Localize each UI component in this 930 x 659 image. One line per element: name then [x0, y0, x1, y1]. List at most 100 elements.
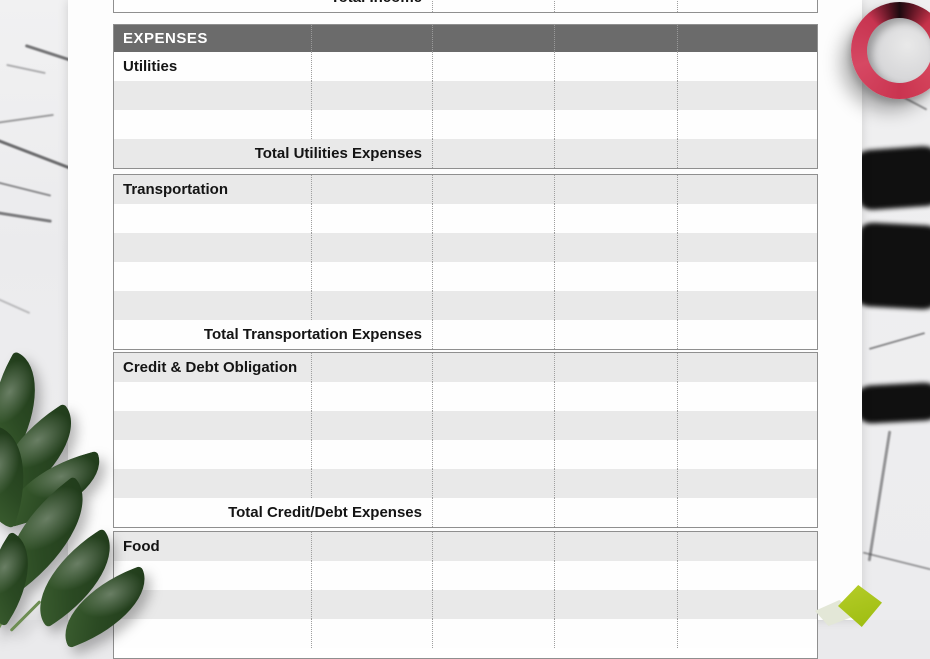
income-total-row: Total Income — [113, 0, 818, 13]
marble-vein — [0, 291, 31, 315]
input-cell — [311, 110, 432, 139]
input-cell — [554, 440, 677, 469]
input-cell — [311, 52, 432, 81]
input-cell — [432, 175, 554, 204]
input-cell — [432, 590, 554, 619]
input-cell — [311, 469, 432, 498]
input-cell — [554, 382, 677, 411]
input-cell — [554, 262, 677, 291]
marble-right-strip — [862, 0, 930, 620]
header-cell — [311, 25, 432, 52]
input-cell — [432, 320, 554, 349]
empty-row — [114, 81, 817, 110]
input-cell — [311, 561, 432, 590]
category-row: Utilities — [114, 52, 817, 81]
input-cell — [554, 0, 677, 12]
input-cell — [677, 52, 817, 81]
input-cell — [554, 233, 677, 262]
marble-vein — [0, 136, 68, 171]
input-cell — [311, 440, 432, 469]
input-cell — [554, 110, 677, 139]
input-cell — [677, 204, 817, 233]
input-cell — [677, 320, 817, 349]
plant-leaves — [0, 350, 250, 649]
marble-vein — [0, 113, 54, 125]
input-cell — [311, 233, 432, 262]
section-total-label: Total Credit/Debt Expenses — [228, 504, 422, 521]
marble-vein — [862, 551, 930, 571]
input-cell — [677, 590, 817, 619]
input-cell — [432, 353, 554, 382]
input-cell — [432, 110, 554, 139]
input-cell — [554, 561, 677, 590]
input-cell — [554, 81, 677, 110]
input-cell — [432, 561, 554, 590]
header-cell — [554, 25, 677, 52]
input-cell — [677, 233, 817, 262]
input-cell — [432, 81, 554, 110]
input-cell — [432, 204, 554, 233]
input-cell — [677, 469, 817, 498]
red-tape-ring — [851, 2, 930, 99]
empty-row — [114, 590, 817, 619]
input-cell — [677, 81, 817, 110]
category-row: Credit & Debt Obligation — [114, 353, 817, 382]
section-utilities: EXPENSES Utilities Total Utilities Expen… — [113, 24, 818, 169]
empty-row — [114, 204, 817, 233]
marble-vein — [0, 210, 52, 223]
input-cell — [677, 291, 817, 320]
input-cell — [311, 619, 432, 648]
input-cell — [311, 532, 432, 561]
category-label: Transportation — [123, 181, 229, 198]
section-credit-debt: Credit & Debt Obligation Total Credit/De… — [113, 352, 818, 528]
input-cell — [677, 110, 817, 139]
category-label: Credit & Debt Obligation — [123, 359, 298, 376]
input-cell — [677, 382, 817, 411]
input-cell — [114, 204, 311, 233]
expenses-header-bar: EXPENSES — [114, 25, 817, 52]
marble-vein — [868, 332, 926, 350]
input-cell — [432, 532, 554, 561]
section-total-label: Total Transportation Expenses — [203, 326, 422, 343]
input-cell — [114, 619, 311, 648]
input-cell — [677, 139, 817, 168]
input-cell — [311, 411, 432, 440]
category-label: Utilities — [123, 58, 178, 75]
input-cell — [114, 291, 311, 320]
input-cell — [432, 382, 554, 411]
input-cell — [432, 262, 554, 291]
input-cell — [677, 353, 817, 382]
total-row: Total Transportation Expenses — [114, 320, 817, 349]
empty-row — [114, 262, 817, 291]
total-row: Total Credit/Debt Expenses — [114, 498, 817, 527]
category-row: Food — [114, 532, 817, 561]
marble-black-band — [862, 145, 930, 211]
input-cell — [677, 440, 817, 469]
input-cell — [114, 110, 311, 139]
empty-row — [114, 561, 817, 590]
input-cell — [311, 382, 432, 411]
input-cell — [432, 139, 554, 168]
empty-row — [114, 382, 817, 411]
input-cell — [554, 139, 677, 168]
input-cell — [554, 291, 677, 320]
input-cell — [554, 469, 677, 498]
empty-row — [114, 110, 817, 139]
empty-row — [114, 440, 817, 469]
header-cell — [677, 25, 817, 52]
empty-row — [114, 619, 817, 648]
input-cell — [677, 175, 817, 204]
input-cell — [114, 81, 311, 110]
expenses-header-label: EXPENSES — [123, 30, 208, 47]
input-cell — [554, 498, 677, 527]
marble-vein — [0, 177, 52, 197]
input-cell — [432, 411, 554, 440]
input-cell — [554, 619, 677, 648]
empty-row — [114, 233, 817, 262]
input-cell — [432, 0, 554, 12]
input-cell — [554, 411, 677, 440]
input-cell — [554, 590, 677, 619]
marble-black-band — [862, 221, 930, 311]
input-cell — [677, 498, 817, 527]
input-cell — [311, 291, 432, 320]
